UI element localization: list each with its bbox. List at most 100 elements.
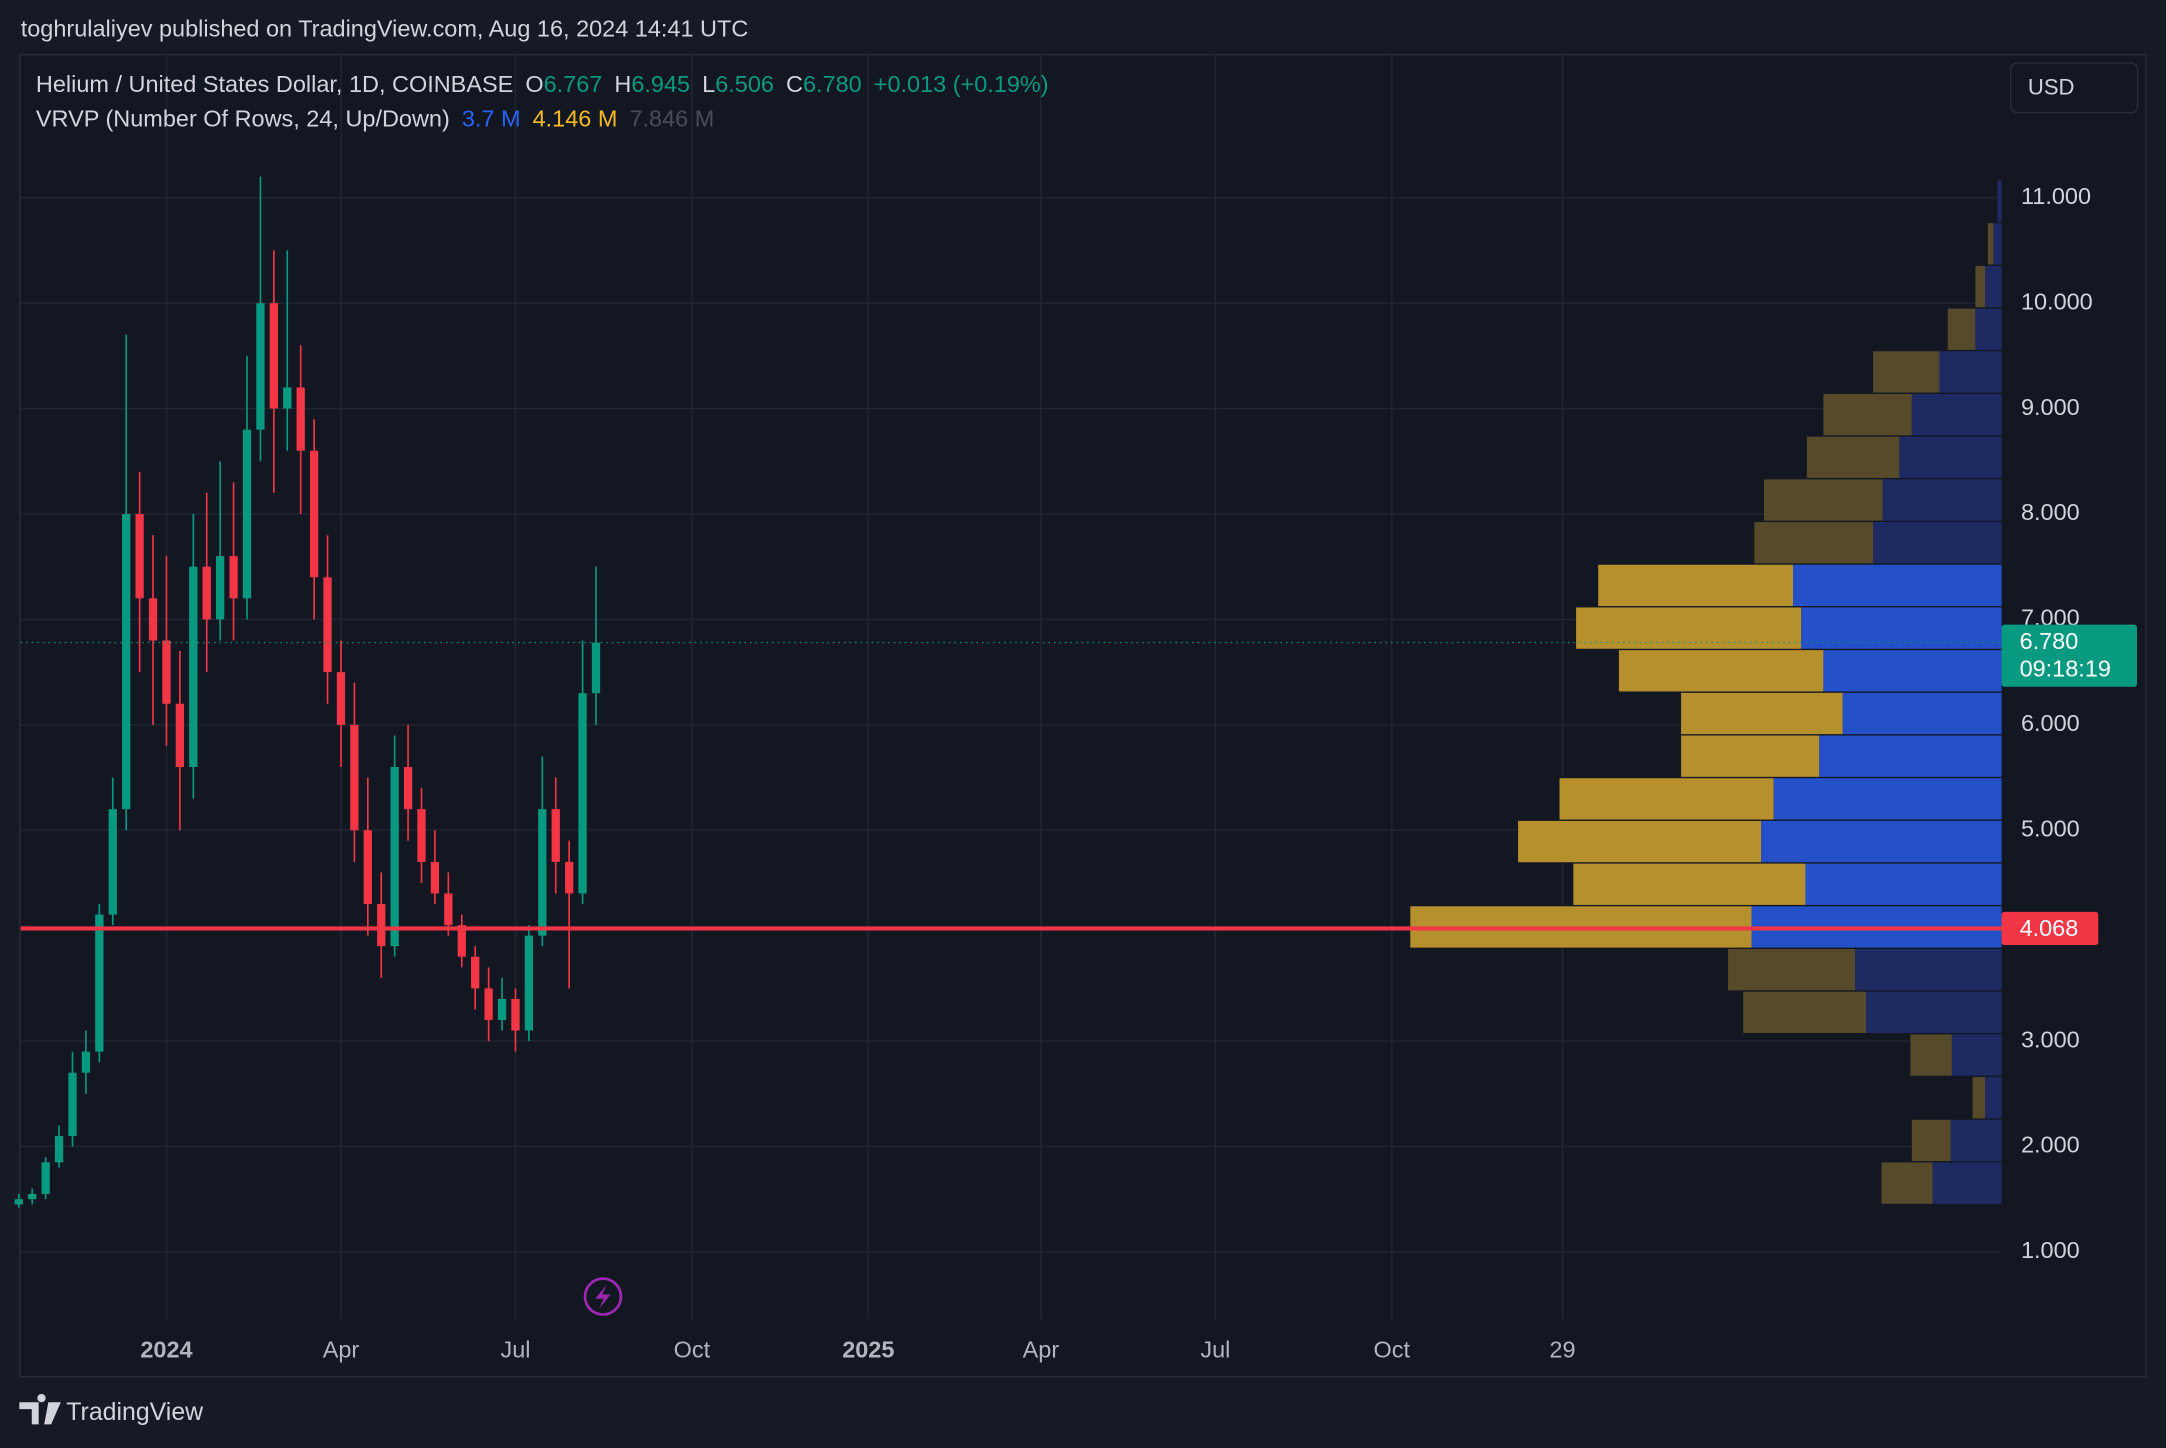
open: 6.767 [544,71,603,97]
candle-body [511,998,520,1031]
x-tick-label: Apr [323,1336,360,1362]
profile-up [1805,863,2002,905]
profile-down [1910,1034,1952,1076]
currency-button[interactable] [2009,62,2139,114]
icon-bolt [595,1284,611,1309]
indicator-total: 7.846 M [629,106,714,132]
y-tick-label: 6.000 [2021,710,2080,736]
candle-body [54,1135,64,1163]
candle-body [390,766,399,947]
candle-body [336,672,346,725]
legend-line: Helium / United States Dollar, 1D, COINB… [36,71,1049,97]
candle-body [578,693,587,894]
profile-down [1618,650,1824,692]
candle-body [202,566,211,620]
candle-body [269,303,278,409]
candle-body [256,303,265,430]
candle-body [189,566,198,767]
profile-up [1761,820,2002,863]
currency[interactable]: USD [2028,74,2075,99]
profile-down [1728,948,1856,991]
x-tick-label: 2024 [140,1336,192,1362]
candle-body [108,809,117,915]
countdown: 09:18:19 [2020,655,2111,681]
profile-down [1975,265,1986,308]
profile-down [1598,564,1794,607]
candle-body [309,450,319,578]
x-tick-label: Oct [1374,1336,1411,1362]
x-tick-label: Oct [674,1336,711,1362]
change: +0.013 (+0.19%) [874,71,1049,97]
candle-body [551,809,560,862]
profile-down [1573,863,1806,905]
current-price-box [2001,624,2137,687]
profile-up [1873,522,2002,564]
candle-body [175,703,185,767]
candle-body [148,598,158,641]
profile-up [1997,180,2002,222]
profile-up [1951,1034,2002,1076]
indicator: VRVP (Number Of Rows, 24, Up/Down) [36,106,450,132]
marks [14,176,2002,1208]
x-tick-label: Jul [1200,1336,1230,1362]
candle-body [229,556,238,599]
x-tick-label: 2025 [842,1336,894,1362]
candle-body [135,513,144,599]
profile-up [1882,479,2002,521]
low: 6.506 [715,71,774,97]
logo-mark [19,1393,61,1425]
profile-down [1823,393,1912,436]
candle-body [484,988,493,1020]
profile-down [1518,820,1762,863]
y-tick-label: 5.000 [2021,815,2080,841]
candle-body [471,956,480,989]
candle-body [296,387,305,451]
profile-up [1842,692,2002,735]
profile-up [1866,991,2002,1034]
profile-down [1947,308,1976,350]
candle-body [457,925,466,957]
y-tick-label: 11.000 [2021,183,2091,209]
candle-body [444,893,453,926]
candle-body [122,513,131,810]
profile-up [1950,1119,2002,1162]
profile-up [1801,607,2002,649]
symbol: Helium / United States Dollar, 1D, COINB… [36,71,513,97]
profile-up [1932,1162,2002,1204]
candle-body [162,640,171,704]
l-label: L [702,71,715,97]
current-price-label: 6.780 [2020,628,2079,654]
published-note: toghrulaliyev published on TradingView.c… [21,16,749,42]
profile-up [1911,393,2002,436]
profile-down [1754,522,1874,564]
profile-down [1873,351,1940,393]
candle-body [216,556,225,620]
indicator-down: 4.146 M [533,106,618,132]
y-tick-label: 3.000 [2021,1026,2080,1052]
candle-body [95,914,104,1052]
profile-down [1576,607,1802,649]
profile-up [1823,650,2002,692]
lightning-icon[interactable] [583,1277,623,1316]
y-tick-label: 1.000 [2021,1237,2080,1263]
candle-body [403,766,413,810]
profile-up [1939,351,2002,393]
candle-body [497,998,507,1020]
candle-body [81,1051,91,1073]
candle-body [41,1162,50,1194]
o-label: O [525,71,543,97]
indicator-up: 3.7 M [462,106,521,132]
profile-down [1743,991,1867,1034]
candle-body [242,429,252,599]
close: 6.780 [803,71,862,97]
candle-body [323,577,332,673]
profile-up [1899,436,2002,478]
c-label: C [786,71,803,97]
profile-up [1975,308,2002,350]
candle-body [430,861,440,894]
profile-down [1681,735,1820,777]
icon-ring [583,1277,623,1316]
y-tick-label: 9.000 [2021,394,2080,420]
profile-up [1793,564,2002,607]
